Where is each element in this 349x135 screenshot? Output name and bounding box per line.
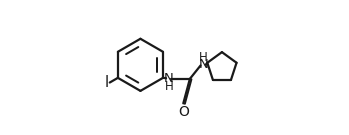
Text: N: N [198, 58, 208, 71]
Text: H: H [199, 51, 208, 64]
Text: O: O [178, 105, 189, 119]
Text: H: H [165, 80, 174, 93]
Text: N: N [164, 72, 173, 85]
Text: I: I [105, 75, 109, 90]
